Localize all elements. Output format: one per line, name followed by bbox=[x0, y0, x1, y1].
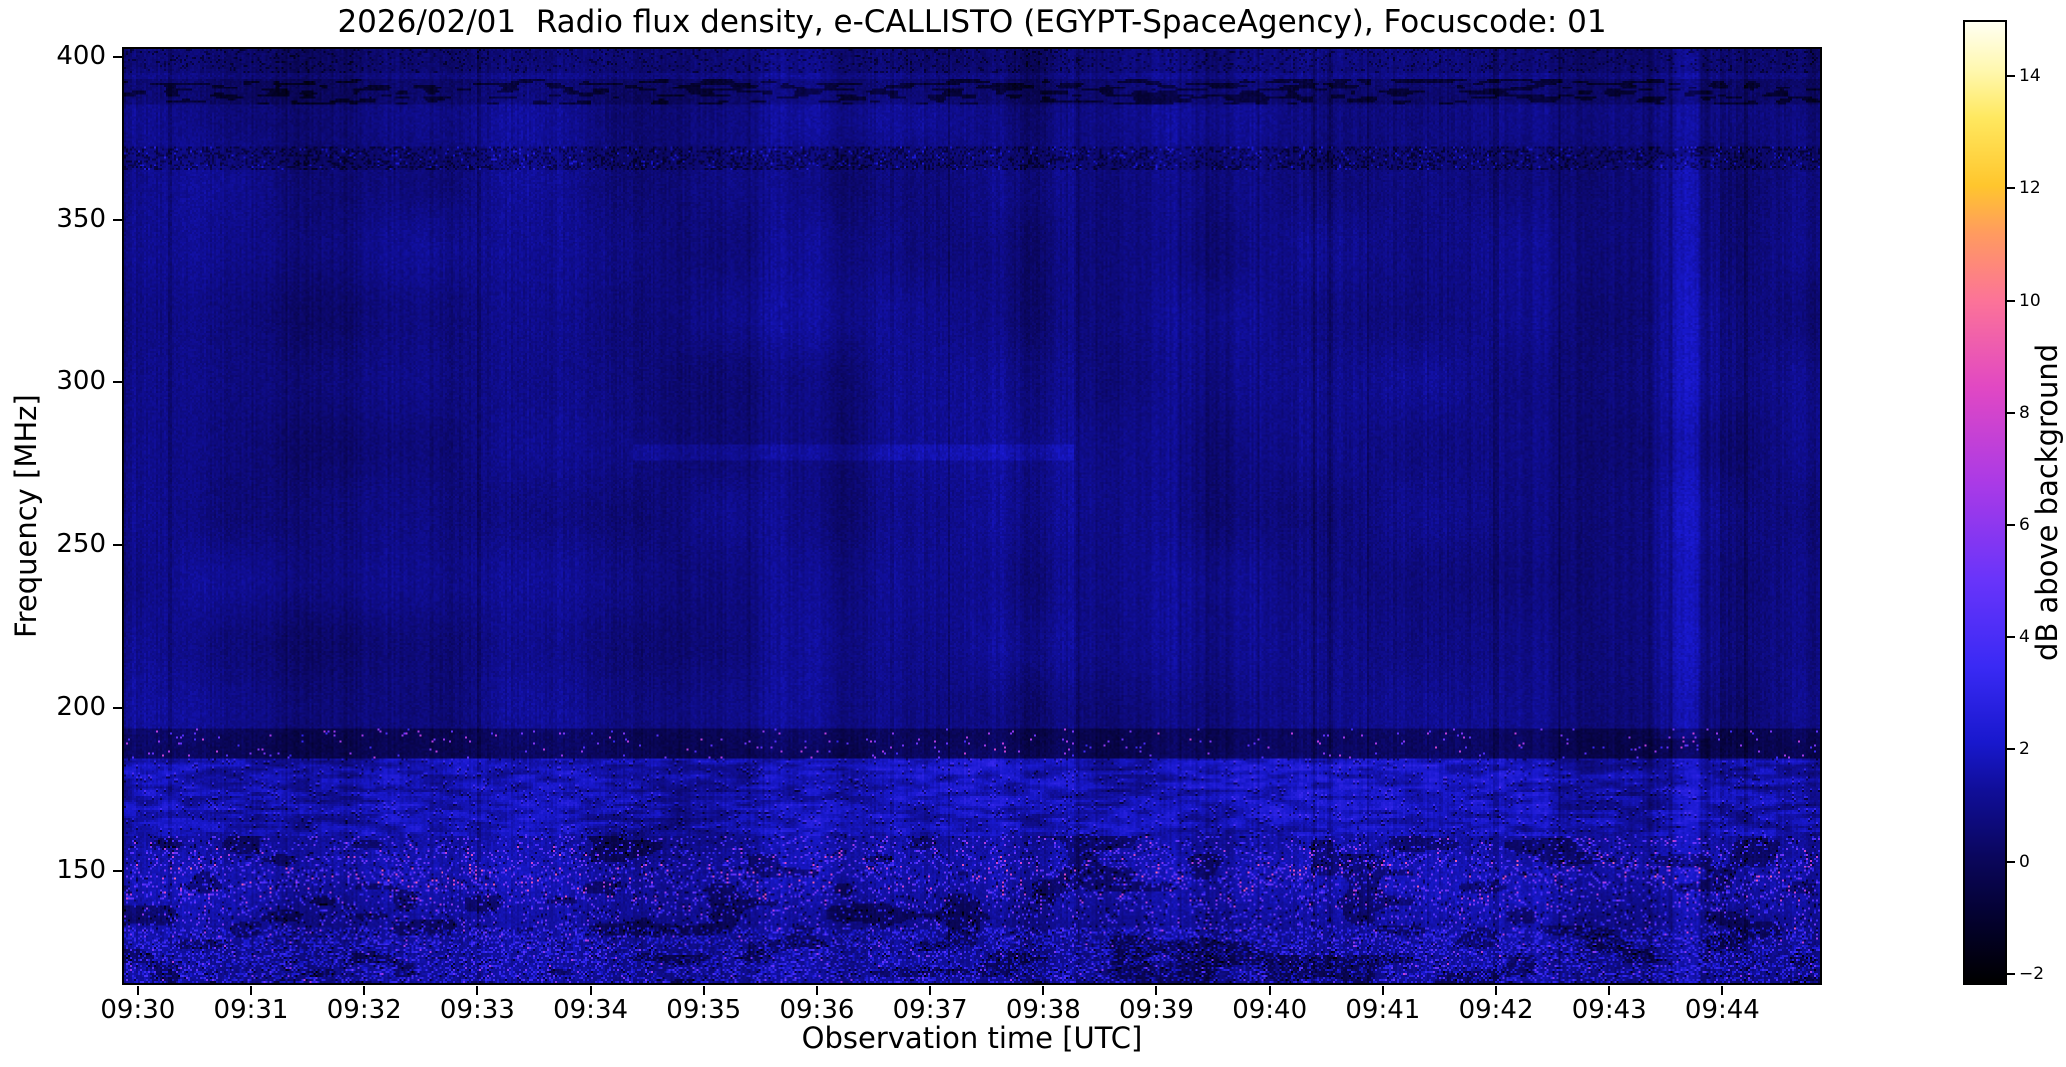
x-tick-label: 09:41 bbox=[1345, 995, 1421, 1025]
y-tick-mark bbox=[113, 381, 122, 384]
x-tick-mark bbox=[476, 986, 479, 995]
colorbar-tick-mark bbox=[2007, 187, 2015, 190]
colorbar bbox=[1963, 20, 2007, 985]
x-tick-mark bbox=[1268, 986, 1271, 995]
colorbar-tick-mark bbox=[2007, 972, 2015, 975]
x-tick-label: 09:44 bbox=[1684, 995, 1760, 1025]
x-tick-label: 09:35 bbox=[666, 995, 742, 1025]
x-tick-mark bbox=[929, 986, 932, 995]
colorbar-tick-mark bbox=[2007, 523, 2015, 526]
x-tick-label: 09:43 bbox=[1571, 995, 1647, 1025]
x-tick-mark bbox=[1608, 986, 1611, 995]
spectrogram-canvas bbox=[124, 49, 1820, 983]
x-tick-label: 09:40 bbox=[1232, 995, 1308, 1025]
x-tick-label: 09:42 bbox=[1458, 995, 1534, 1025]
x-tick-label: 09:31 bbox=[213, 995, 289, 1025]
y-tick-label: 350 bbox=[56, 203, 106, 234]
x-tick-mark bbox=[702, 986, 705, 995]
plot-area bbox=[122, 47, 1822, 985]
colorbar-tick-mark bbox=[2007, 299, 2015, 302]
x-tick-label: 09:30 bbox=[100, 995, 176, 1025]
chart-title: 2026/02/01 Radio flux density, e-CALLIST… bbox=[337, 4, 1607, 40]
y-tick-mark bbox=[113, 544, 122, 547]
y-tick-label: 150 bbox=[56, 855, 106, 885]
y-tick-label: 200 bbox=[56, 692, 106, 723]
y-tick-mark bbox=[113, 707, 122, 710]
x-tick-label: 09:34 bbox=[553, 995, 629, 1025]
colorbar-tick-mark bbox=[2007, 75, 2015, 78]
x-tick-mark bbox=[136, 986, 139, 995]
colorbar-tick-mark bbox=[2007, 636, 2015, 639]
x-tick-label: 09:33 bbox=[439, 995, 515, 1025]
colorbar-tick-label: 6 bbox=[2019, 514, 2030, 535]
colorbar-tick-label: 0 bbox=[2019, 851, 2030, 872]
colorbar-tick-label: 12 bbox=[2019, 178, 2041, 199]
colorbar-gradient bbox=[1965, 22, 2005, 983]
y-tick-label: 250 bbox=[56, 529, 106, 560]
y-axis-label: Frequency [MHz] bbox=[9, 394, 43, 638]
x-tick-mark bbox=[1155, 986, 1158, 995]
x-tick-mark bbox=[363, 986, 366, 995]
y-tick-label: 300 bbox=[56, 366, 106, 397]
x-tick-label: 09:36 bbox=[779, 995, 855, 1025]
x-tick-label: 09:32 bbox=[326, 995, 402, 1025]
colorbar-tick-mark bbox=[2007, 748, 2015, 751]
x-axis-label: Observation time [UTC] bbox=[801, 1021, 1143, 1055]
x-tick-mark bbox=[815, 986, 818, 995]
x-tick-mark bbox=[1042, 986, 1045, 995]
colorbar-tick-label: 14 bbox=[2019, 66, 2041, 87]
colorbar-tick-label: 10 bbox=[2019, 290, 2041, 311]
x-tick-mark bbox=[1721, 986, 1724, 995]
colorbar-tick-mark bbox=[2007, 860, 2015, 863]
colorbar-tick-label: 4 bbox=[2019, 627, 2030, 648]
colorbar-label: dB above background bbox=[2030, 343, 2064, 662]
x-tick-mark bbox=[1381, 986, 1384, 995]
x-tick-label: 09:38 bbox=[1005, 995, 1081, 1025]
x-tick-mark bbox=[250, 986, 253, 995]
colorbar-tick-label: −2 bbox=[2019, 963, 2045, 984]
y-tick-label: 400 bbox=[56, 40, 106, 71]
colorbar-tick-mark bbox=[2007, 411, 2015, 414]
colorbar-tick-label: 8 bbox=[2019, 402, 2030, 423]
x-tick-label: 09:39 bbox=[1119, 995, 1194, 1025]
colorbar-tick-label: 2 bbox=[2019, 739, 2030, 760]
x-tick-mark bbox=[589, 986, 592, 995]
y-tick-mark bbox=[113, 55, 122, 58]
y-tick-mark bbox=[113, 218, 122, 221]
x-tick-mark bbox=[1495, 986, 1498, 995]
y-tick-mark bbox=[113, 870, 122, 872]
x-tick-label: 09:37 bbox=[892, 995, 968, 1025]
